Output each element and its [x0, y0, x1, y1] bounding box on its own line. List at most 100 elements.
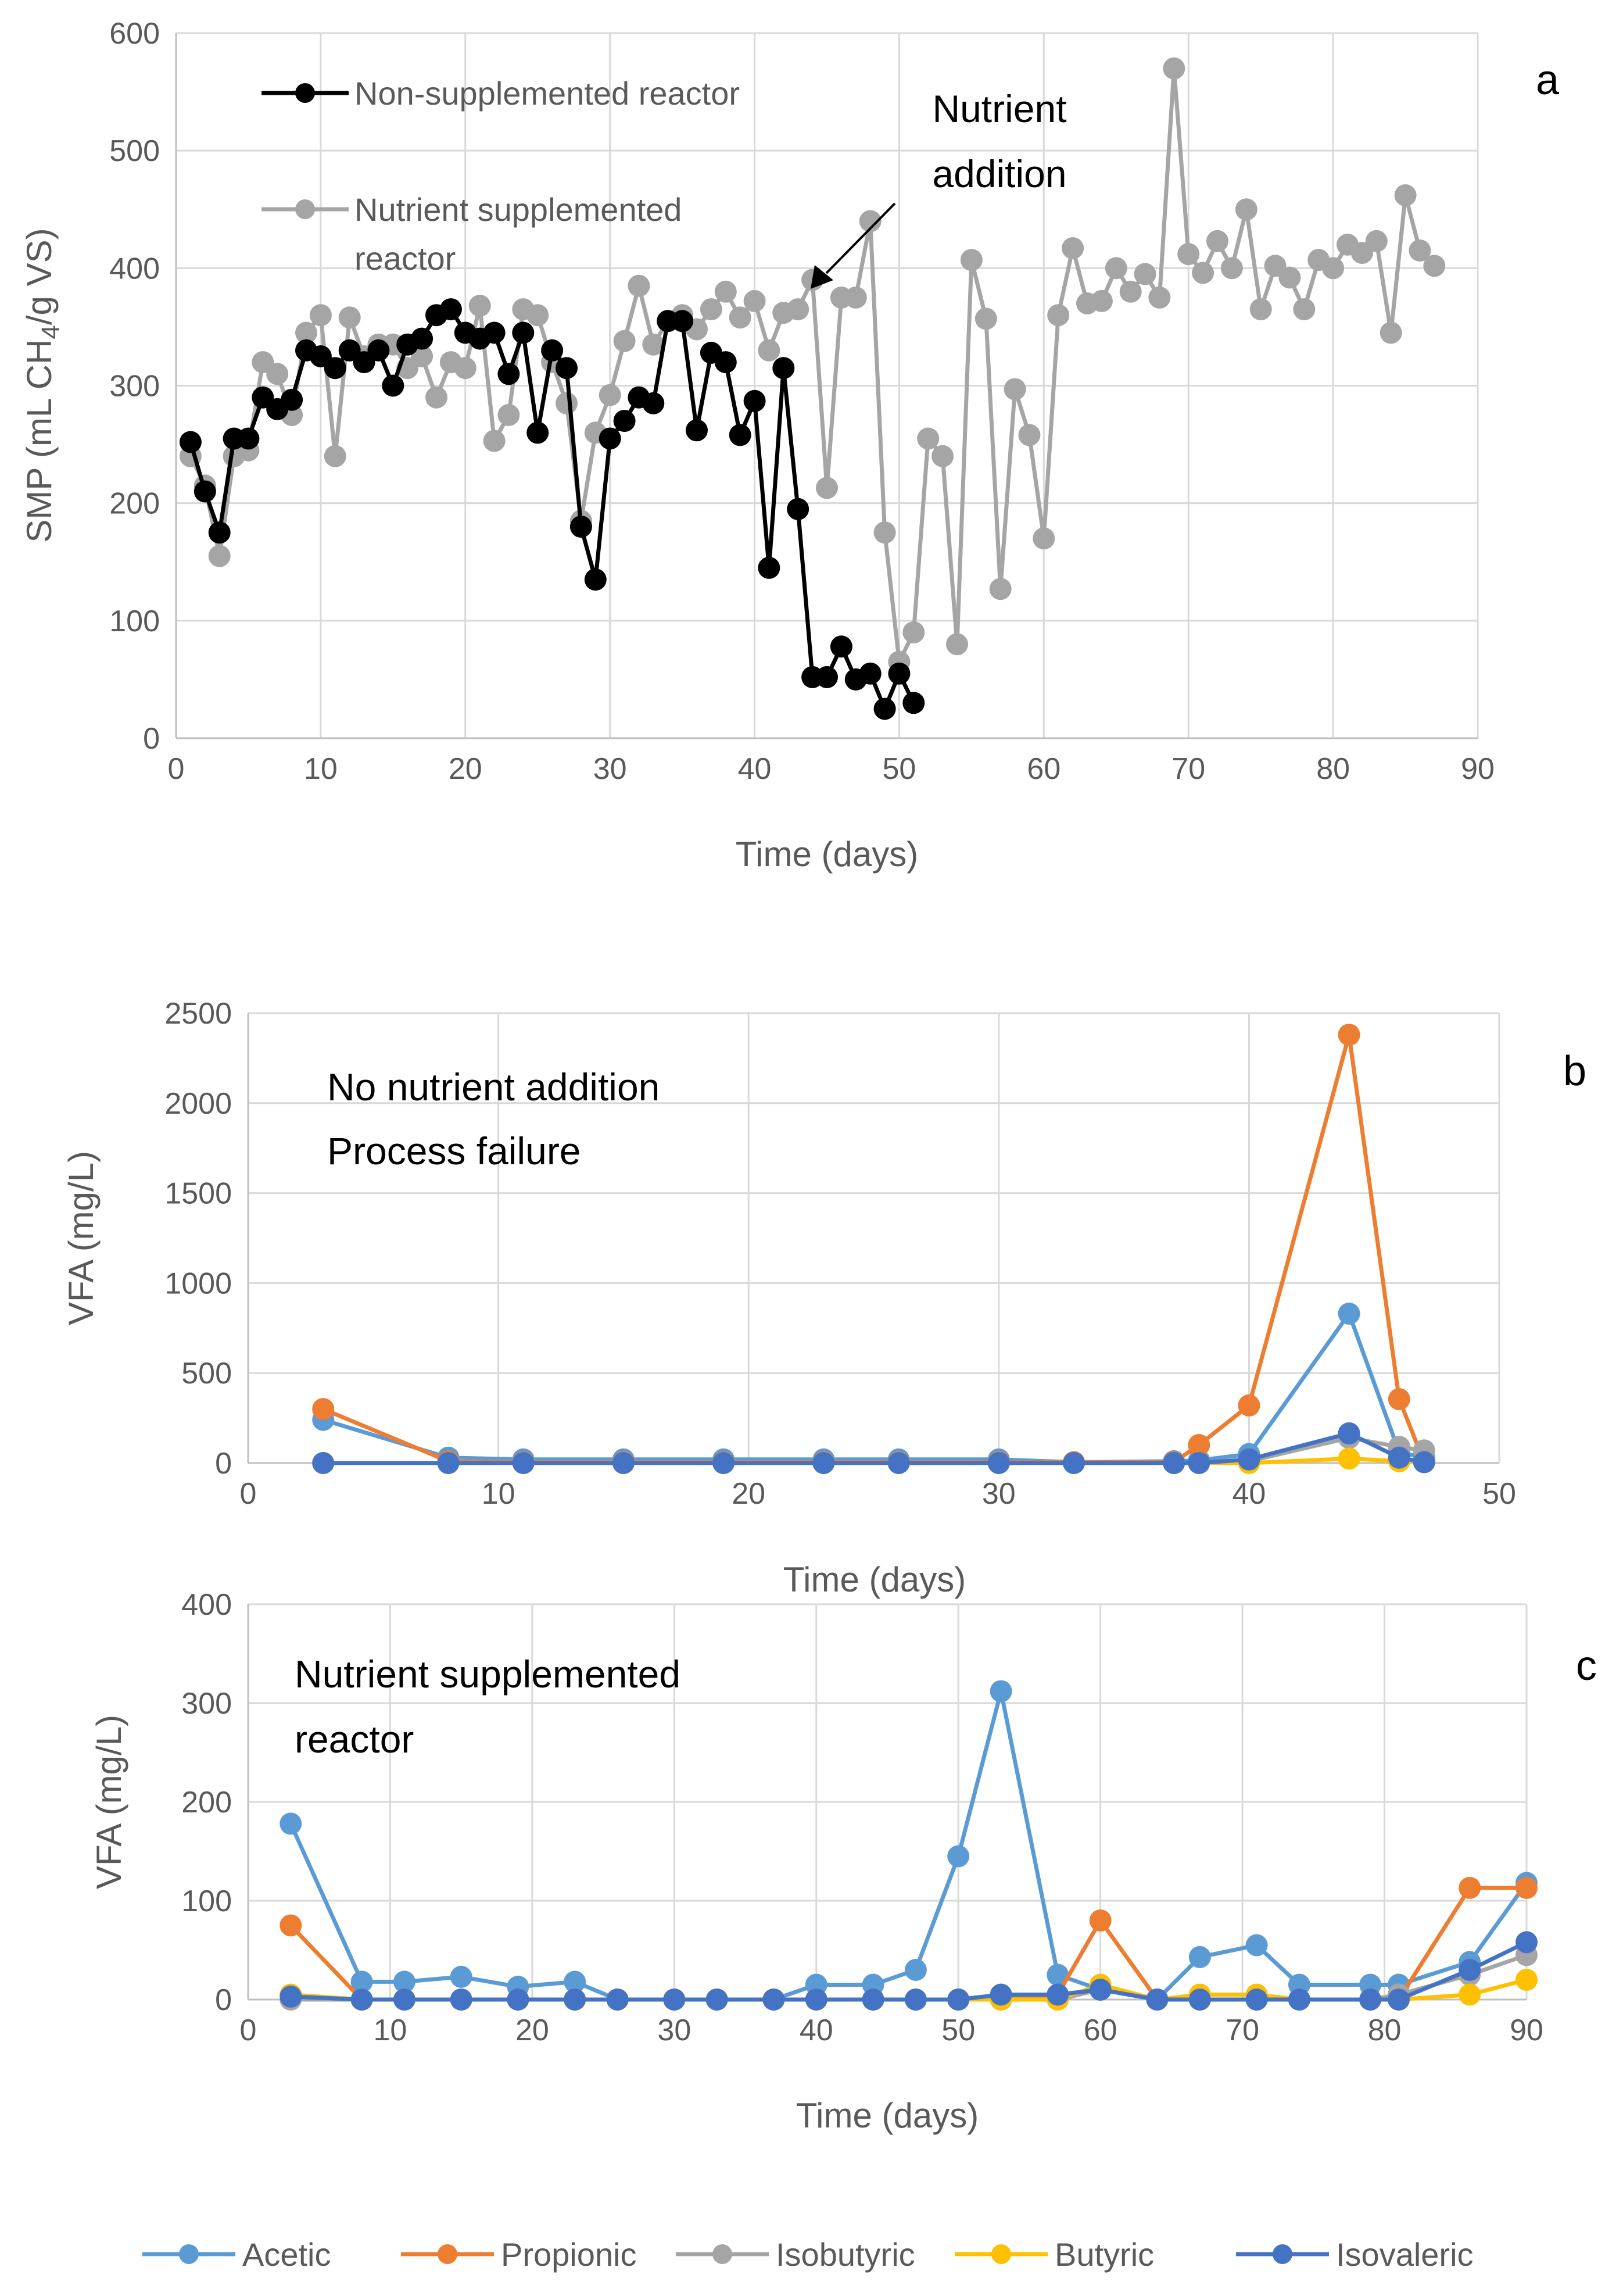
chart-c-point-isovaleric-11 [862, 1989, 884, 2011]
chart-a-point-non-supplemented-reactor-28 [584, 568, 607, 591]
chart-a-x-tick-70: 70 [1171, 752, 1205, 786]
chart-a-point-non-supplemented-reactor-44 [816, 666, 838, 688]
chart-a-point-non-supplemented-reactor-30 [613, 410, 636, 432]
chart-a-point-nutrient-supplemented-reactor-57 [1004, 378, 1026, 400]
chart-b-series [312, 1024, 1435, 1474]
chart-b-point-butyric-12 [1338, 1447, 1360, 1470]
chart-a-point-non-supplemented-reactor-35 [686, 419, 708, 442]
chart-b-point-isovaleric-12 [1338, 1422, 1360, 1444]
chart-a-y-axis-title: SMP (mL CH4/g VS) [20, 228, 65, 542]
legend-label-isobutyric: Isobutyric [776, 2236, 915, 2273]
chart-c-point-isovaleric-22 [1388, 1989, 1410, 2011]
chart-a-legend-non-supplemented-marker [295, 83, 315, 103]
chart-b-y-tick-1000: 1000 [164, 1267, 232, 1300]
chart-b-y-tick-2000: 2000 [164, 1087, 232, 1121]
chart-a-annotation-line-2: addition [932, 152, 1066, 195]
chart-c-x-tick-30: 30 [657, 2014, 691, 2047]
chart-a-point-non-supplemented-reactor-23 [512, 321, 535, 344]
chart-a-point-non-supplemented-reactor-1 [194, 480, 216, 503]
chart-a-legend-supplemented-label-line-2: reactor [354, 240, 456, 277]
chart-c-point-acetic-18 [1188, 1945, 1211, 1968]
chart-b-y-tick-0: 0 [215, 1447, 232, 1480]
chart-c-point-isovaleric-2 [393, 1989, 415, 2011]
chart-a-y-tick-300: 300 [109, 370, 160, 403]
chart-b-y-axis-title: VFA (mg/L) [62, 1151, 101, 1325]
legend-marker-butyric [991, 2244, 1011, 2264]
chart-a-point-non-supplemented-reactor-32 [642, 392, 665, 414]
chart-c-point-propionic-16 [1089, 1909, 1112, 1932]
chart-c-point-butyric-23 [1459, 1983, 1481, 2006]
chart-a-gridlines [176, 32, 1479, 738]
chart-b-point-isovaleric-2 [512, 1452, 535, 1474]
chart-a-point-nutrient-supplemented-reactor-21 [483, 430, 506, 452]
chart-a-point-nutrient-supplemented-reactor-82 [1365, 230, 1388, 252]
legend-label-isovaleric: Isovaleric [1336, 2236, 1474, 2273]
chart-a-y-tick-0: 0 [143, 722, 160, 756]
chart-b-point-isovaleric-3 [612, 1452, 635, 1474]
chart-a-x-tick-90: 90 [1461, 752, 1495, 786]
chart-a-point-non-supplemented-reactor-29 [599, 427, 621, 450]
chart-a-point-non-supplemented-reactor-39 [743, 389, 766, 412]
chart-b-point-isovaleric-7 [987, 1452, 1010, 1474]
chart-b-point-isovaleric-9 [1163, 1452, 1185, 1474]
chart-a-point-nutrient-supplemented-reactor-44 [816, 477, 838, 499]
chart-a-point-nutrient-supplemented-reactor-48 [873, 521, 896, 544]
chart-a-point-nutrient-supplemented-reactor-40 [758, 339, 780, 362]
chart-a-y-tick-200: 200 [109, 487, 160, 521]
chart-a-point-nutrient-supplemented-reactor-61 [1062, 237, 1084, 259]
chart-c-x-tick-20: 20 [515, 2014, 549, 2047]
chart-a-tick-labels: 0 100 200 300 400 500 600 0 10 20 30 40 50 60 70 80 90 [109, 17, 1495, 786]
chart-a-point-non-supplemented-reactor-34 [671, 310, 694, 332]
chart-b-point-isovaleric-5 [812, 1452, 835, 1474]
chart-a-point-nutrient-supplemented-reactor-67 [1148, 286, 1171, 309]
chart-a-point-non-supplemented-reactor-37 [714, 351, 737, 374]
chart-a-y-tick-600: 600 [109, 17, 160, 51]
chart-a-point-nutrient-supplemented-reactor-20 [468, 295, 491, 317]
chart-c-y-tick-0: 0 [215, 1983, 232, 2017]
chart-a-point-nutrient-supplemented-reactor-84 [1394, 184, 1417, 206]
chart-a-point-non-supplemented-reactor-47 [859, 662, 882, 685]
chart-a-point-nutrient-supplemented-reactor-50 [902, 621, 925, 643]
chart-a-y-axis-title-subscript: 4 [37, 325, 65, 339]
legend-marker-propionic [438, 2244, 457, 2264]
chart-b-point-isovaleric-10 [1188, 1452, 1210, 1474]
chart-panel-a: 0 100 200 300 400 500 600 0 10 20 30 40 50 60 70 80 90 T… [20, 17, 1560, 874]
chart-c-point-isovaleric-3 [450, 1989, 472, 2011]
chart-b-point-isovaleric-8 [1063, 1452, 1085, 1474]
chart-a-x-axis-title: Time (days) [736, 835, 918, 874]
chart-a-point-nutrient-supplemented-reactor-83 [1380, 321, 1402, 344]
legend-item-acetic: Acetic [142, 2236, 331, 2273]
chart-a-point-non-supplemented-reactor-40 [758, 556, 780, 579]
chart-a-point-non-supplemented-reactor-7 [281, 388, 303, 411]
chart-a-x-tick-60: 60 [1027, 752, 1060, 786]
chart-a-y-tick-400: 400 [109, 252, 160, 285]
chart-a-point-nutrient-supplemented-reactor-8 [295, 321, 317, 344]
chart-a-point-non-supplemented-reactor-0 [179, 431, 202, 453]
chart-a-point-non-supplemented-reactor-25 [541, 339, 564, 362]
chart-a-point-nutrient-supplemented-reactor-10 [324, 445, 346, 467]
chart-a-x-tick-80: 80 [1316, 752, 1350, 786]
chart-a-y-tick-500: 500 [109, 134, 160, 168]
chart-a-point-nutrient-supplemented-reactor-69 [1177, 243, 1200, 266]
chart-a-point-nutrient-supplemented-reactor-71 [1206, 230, 1228, 252]
chart-a-point-nutrient-supplemented-reactor-9 [309, 304, 332, 327]
chart-a-point-nutrient-supplemented-reactor-24 [526, 304, 549, 327]
chart-c-point-isovaleric-23 [1459, 1959, 1481, 1981]
chart-c-point-isovaleric-24 [1515, 1931, 1538, 1954]
chart-c-point-acetic-14 [990, 1680, 1012, 1703]
chart-c-point-propionic-23 [1459, 1876, 1481, 1899]
chart-a-point-nutrient-supplemented-reactor-79 [1322, 257, 1345, 280]
chart-c-point-acetic-19 [1245, 1934, 1268, 1957]
chart-a-point-nutrient-supplemented-reactor-38 [729, 306, 751, 329]
chart-a-point-nutrient-supplemented-reactor-74 [1249, 298, 1272, 321]
chart-b-y-tick-2500: 2500 [164, 997, 232, 1031]
chart-a-point-nutrient-supplemented-reactor-60 [1047, 304, 1070, 327]
chart-b-x-tick-50: 50 [1482, 1477, 1516, 1511]
chart-b-y-tick-1500: 1500 [164, 1177, 232, 1211]
chart-a-point-nutrient-supplemented-reactor-51 [917, 427, 940, 450]
chart-a-legend-non-supplemented-label: Non-supplemented reactor [354, 75, 740, 112]
chart-a-annotation-arrow-line [825, 202, 896, 274]
chart-a-axes [175, 33, 1478, 739]
chart-c-point-isovaleric-20 [1288, 1989, 1310, 2011]
chart-a-point-nutrient-supplemented-reactor-65 [1119, 280, 1142, 303]
